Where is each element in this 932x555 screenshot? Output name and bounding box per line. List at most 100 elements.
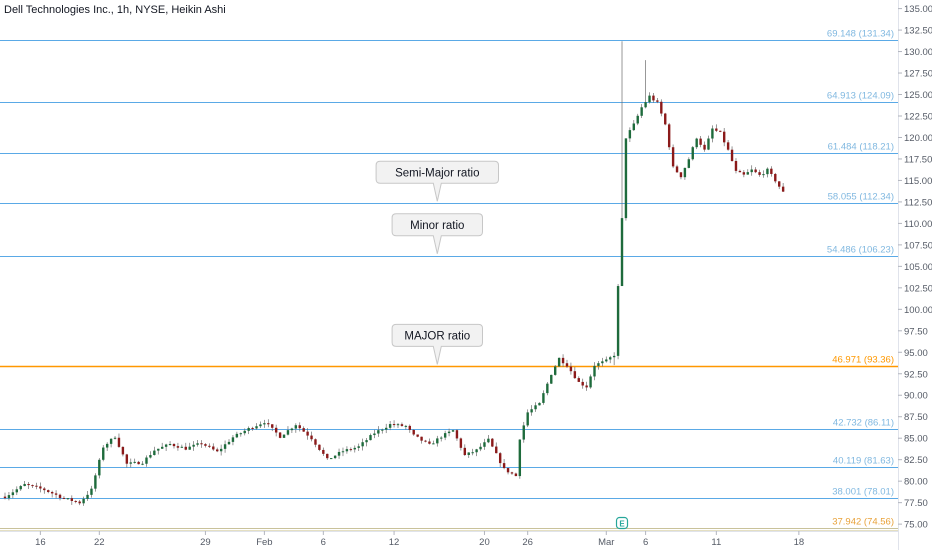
candle-body[interactable] xyxy=(781,186,785,192)
candle-body[interactable] xyxy=(514,473,518,477)
candle-body[interactable] xyxy=(365,440,368,443)
candle-body[interactable] xyxy=(424,440,427,442)
candle-body[interactable] xyxy=(369,435,372,441)
candle-body[interactable] xyxy=(774,173,777,182)
candle-body[interactable] xyxy=(333,455,337,459)
candle-body[interactable] xyxy=(153,450,156,456)
candle-body[interactable] xyxy=(459,438,463,448)
candle-body[interactable] xyxy=(467,452,470,455)
candle-body[interactable] xyxy=(475,449,478,453)
candle-body[interactable] xyxy=(216,449,219,452)
candle-body[interactable] xyxy=(585,385,588,388)
candle-body[interactable] xyxy=(730,149,734,162)
candle-body[interactable] xyxy=(652,95,655,101)
candle-body[interactable] xyxy=(172,444,176,447)
candle-body[interactable] xyxy=(361,442,364,447)
candle-body[interactable] xyxy=(502,463,506,469)
candle-body[interactable] xyxy=(542,393,545,403)
candle-body[interactable] xyxy=(648,95,651,103)
candle-body[interactable] xyxy=(271,424,274,428)
candle-body[interactable] xyxy=(145,457,148,464)
candle-body[interactable] xyxy=(526,412,529,426)
candle-body[interactable] xyxy=(385,427,388,430)
candle-body[interactable] xyxy=(601,361,604,364)
candle-body[interactable] xyxy=(726,142,730,150)
candle-body[interactable] xyxy=(227,441,231,445)
candle-body[interactable] xyxy=(180,446,184,448)
candle-body[interactable] xyxy=(687,159,691,168)
candle-body[interactable] xyxy=(251,427,254,429)
candle-body[interactable] xyxy=(554,366,557,375)
candle-body[interactable] xyxy=(82,498,85,504)
candle-body[interactable] xyxy=(632,123,635,131)
candle-body[interactable] xyxy=(656,100,659,102)
candle-body[interactable] xyxy=(695,138,698,148)
candle-body[interactable] xyxy=(561,357,565,364)
candle-body[interactable] xyxy=(306,431,309,436)
candle-body[interactable] xyxy=(212,446,215,450)
candle-body[interactable] xyxy=(102,447,105,460)
candle-body[interactable] xyxy=(440,437,443,439)
candle-body[interactable] xyxy=(200,443,203,445)
candle-body[interactable] xyxy=(565,363,569,367)
candle-body[interactable] xyxy=(3,496,7,499)
candle-body[interactable] xyxy=(605,359,608,362)
candle-body[interactable] xyxy=(660,101,663,114)
candle-body[interactable] xyxy=(538,402,541,406)
candle-body[interactable] xyxy=(432,443,435,445)
candle-body[interactable] xyxy=(23,483,26,487)
candle-body[interactable] xyxy=(35,485,38,487)
annotation-callout[interactable] xyxy=(375,160,499,202)
candle-body[interactable] xyxy=(636,115,639,124)
candle-body[interactable] xyxy=(377,430,380,434)
candle-body[interactable] xyxy=(314,439,317,445)
candle-body[interactable] xyxy=(495,446,498,454)
candle-body[interactable] xyxy=(451,430,455,432)
candle-body[interactable] xyxy=(345,449,349,452)
candle-body[interactable] xyxy=(7,495,11,499)
candle-body[interactable] xyxy=(569,366,573,372)
candle-body[interactable] xyxy=(703,144,706,150)
candle-body[interactable] xyxy=(27,483,30,486)
candle-body[interactable] xyxy=(534,405,537,410)
candle-body[interactable] xyxy=(530,409,533,413)
candle-body[interactable] xyxy=(522,425,525,440)
candle-body[interactable] xyxy=(19,486,22,490)
candle-body[interactable] xyxy=(550,374,553,384)
candle-body[interactable] xyxy=(778,181,781,187)
candle-body[interactable] xyxy=(168,444,172,446)
candle-body[interactable] xyxy=(447,431,451,434)
candle-body[interactable] xyxy=(628,130,632,139)
candle-body[interactable] xyxy=(47,490,50,492)
candle-body[interactable] xyxy=(750,169,753,173)
candle-body[interactable] xyxy=(396,424,400,426)
candle-body[interactable] xyxy=(15,489,18,493)
candle-body[interactable] xyxy=(282,434,286,438)
candle-body[interactable] xyxy=(711,128,714,139)
candle-body[interactable] xyxy=(483,442,486,447)
candle-body[interactable] xyxy=(349,449,353,451)
candle-body[interactable] xyxy=(39,486,42,489)
candle-body[interactable] xyxy=(129,462,132,464)
candle-body[interactable] xyxy=(157,448,160,451)
candle-body[interactable] xyxy=(436,438,439,444)
candle-body[interactable] xyxy=(428,441,431,444)
candle-body[interactable] xyxy=(58,494,62,498)
candle-body[interactable] xyxy=(616,286,620,356)
candle-body[interactable] xyxy=(412,429,415,435)
candle-body[interactable] xyxy=(31,485,34,487)
candle-body[interactable] xyxy=(388,424,392,428)
candle-body[interactable] xyxy=(400,424,404,426)
candle-body[interactable] xyxy=(267,423,270,425)
candle-body[interactable] xyxy=(322,449,325,454)
candle-body[interactable] xyxy=(557,357,561,367)
candle-body[interactable] xyxy=(98,459,101,476)
candle-body[interactable] xyxy=(149,455,152,458)
candle-body[interactable] xyxy=(609,357,612,360)
candle-body[interactable] xyxy=(675,166,679,173)
candle-body[interactable] xyxy=(353,447,356,450)
candle-body[interactable] xyxy=(239,433,242,435)
candle-body[interactable] xyxy=(624,138,628,219)
